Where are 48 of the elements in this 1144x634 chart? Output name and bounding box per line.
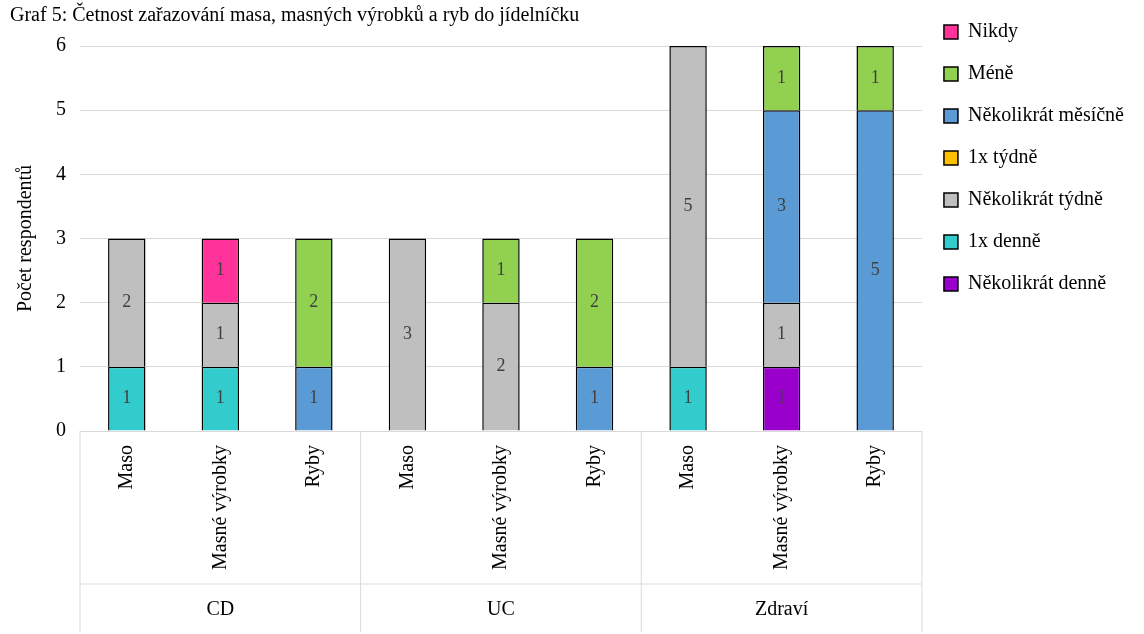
y-axis-title: Počet respondentů xyxy=(13,164,37,313)
data-label: 1 xyxy=(870,66,880,87)
x-tick-label: Ryby xyxy=(862,445,886,488)
text: Zdraví xyxy=(754,597,809,620)
legend-label: Několikrát denně xyxy=(967,271,1107,294)
data-label: 1 xyxy=(215,387,225,408)
x-tick-label: Maso xyxy=(114,445,137,490)
data-label: 1 xyxy=(777,323,787,344)
y-tick-label: 0 xyxy=(56,418,66,441)
data-label: 5 xyxy=(870,259,880,280)
data-label: 3 xyxy=(777,195,787,216)
y-tick-label: 4 xyxy=(56,161,66,184)
data-label: 1 xyxy=(309,387,319,408)
data-label: 2 xyxy=(590,291,600,312)
data-label: 2 xyxy=(122,291,132,312)
data-label: 1 xyxy=(777,66,787,87)
data-label: 1 xyxy=(122,387,132,408)
data-label: 1 xyxy=(215,259,225,280)
y-tick-label: 6 xyxy=(56,33,66,56)
data-label: 2 xyxy=(496,355,506,376)
text: UC xyxy=(487,597,515,620)
data-label: 1 xyxy=(215,323,225,344)
data-label: 3 xyxy=(402,323,412,344)
legend-label: Několikrát týdně xyxy=(967,187,1104,211)
y-tick-label: 1 xyxy=(56,354,66,377)
y-tick-label: 3 xyxy=(56,225,66,248)
x-tick-label: Ryby xyxy=(581,445,605,488)
x-tick-label: Masné výrobky xyxy=(488,445,512,570)
x-tick-label: Ryby xyxy=(301,445,325,488)
data-label: 1 xyxy=(590,387,600,408)
y-tick-label: 2 xyxy=(56,289,66,312)
data-label: 2 xyxy=(309,291,319,312)
chart-title: Graf 5: Četnost zařazování masa, masných výrobků a ryb do jídelníčku xyxy=(10,2,580,27)
legend-label: Méně xyxy=(967,61,1014,84)
x-tick-label: Masné výrobky xyxy=(207,445,231,570)
x-tick-label: Masné výrobky xyxy=(768,445,792,570)
text: CD xyxy=(206,597,235,620)
data-label: 5 xyxy=(683,195,693,216)
x-tick-label: Maso xyxy=(675,445,698,490)
x-tick-label: Maso xyxy=(394,445,417,490)
y-tick-label: 5 xyxy=(56,97,66,120)
data-label: 1 xyxy=(683,387,693,408)
data-label: 1 xyxy=(777,387,787,408)
legend-label: 1x týdně xyxy=(967,145,1038,169)
legend-label: 1x denně xyxy=(967,229,1041,252)
legend-label: Nikdy xyxy=(967,19,1018,43)
data-label: 1 xyxy=(496,259,506,280)
legend-label: Několikrát měsíčně xyxy=(967,103,1125,126)
